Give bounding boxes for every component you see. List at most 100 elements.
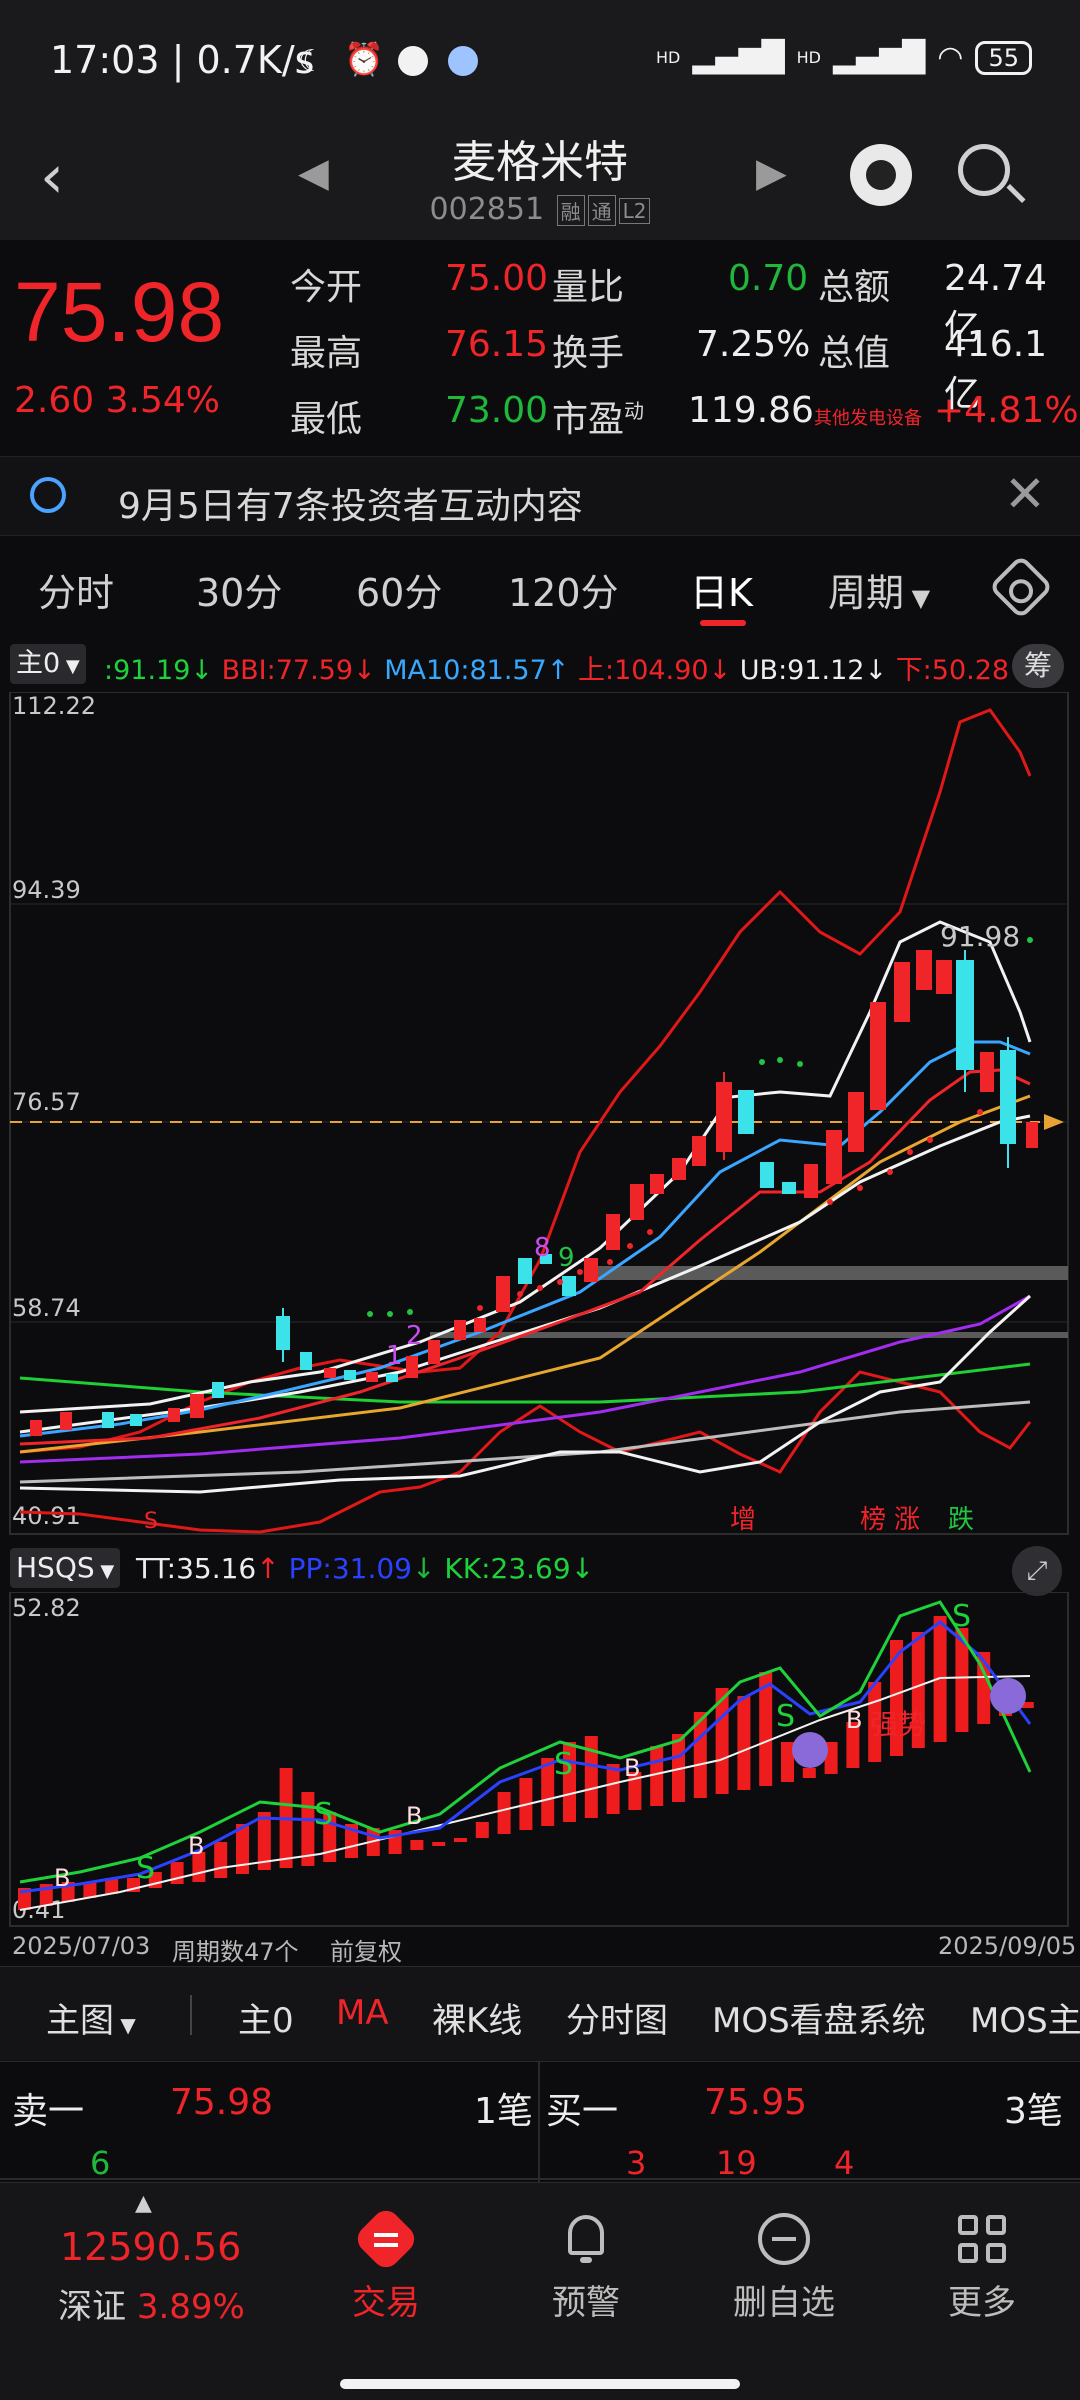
sell1-volume: 6 xyxy=(90,2144,111,2182)
notice-bar[interactable]: 9月5日有7条投资者互动内容 ✕ xyxy=(0,456,1080,536)
marker-8: 8 xyxy=(534,1233,551,1263)
tab-intraday[interactable]: 分时 xyxy=(38,571,115,615)
iv2-arrow: ↑ xyxy=(546,655,570,686)
hsqs-bar xyxy=(846,1722,860,1768)
hsqs-bar xyxy=(781,1742,794,1782)
main-indicator-selector-label: 主0 xyxy=(16,648,61,679)
index-percent: 3.89% xyxy=(136,2287,245,2327)
menu-main-chart[interactable]: 主图 ▼ xyxy=(46,1993,136,2042)
tab-60min[interactable]: 60分 xyxy=(356,571,443,615)
hsqs-bar xyxy=(977,1652,991,1724)
notice-text[interactable]: 9月5日有7条投资者互动内容 xyxy=(118,486,583,527)
value-turnover-amount: 24.74亿 xyxy=(944,258,1048,349)
hsqs-bar xyxy=(454,1838,467,1842)
remove-watchlist-button[interactable]: 删自选 xyxy=(714,2211,854,2324)
sub-indicator-selector[interactable]: HSQS ▼ xyxy=(10,1548,121,1588)
moon-icon: ☾ xyxy=(298,44,325,79)
hsqs-bar xyxy=(257,1812,271,1870)
hsqs-bar xyxy=(345,1824,358,1858)
tab-period[interactable]: 周期 ▼ xyxy=(828,562,930,617)
y-label-bottom: 40.91 xyxy=(12,1502,81,1530)
book-divider xyxy=(538,2062,540,2182)
marker-zeng: 增 xyxy=(730,1505,756,1535)
hsqs-bar xyxy=(759,1672,773,1786)
chevron-down-icon: ▼ xyxy=(904,584,931,612)
sub-indicator-values: TT:35.16↑ PP:31.09↓ KK:23.69↓ xyxy=(136,1552,594,1585)
value-turnover-rate: 7.25% xyxy=(696,324,811,365)
sector-name[interactable]: 其他发电设备 xyxy=(814,408,922,429)
y-label-3: 76.57 xyxy=(12,1088,81,1116)
search-icon[interactable] xyxy=(958,144,1010,196)
hsqs-chart[interactable]: 52.82 0.41 S S S S S B B B B B 强势 xyxy=(0,1592,1080,1928)
buy1-volume-2: 19 xyxy=(716,2144,757,2182)
menu-mos-main[interactable]: MOS主 xyxy=(970,2001,1080,2041)
signal-icon: ▂▄▆█ xyxy=(692,40,785,75)
menu-mos-system[interactable]: MOS看盘系统 xyxy=(712,2001,926,2041)
menu-ma[interactable]: MA xyxy=(336,1993,389,2033)
end-date: 2025/09/05 xyxy=(938,1932,1077,1960)
menu-divider xyxy=(190,1995,192,2035)
next-stock-icon[interactable]: ▶ xyxy=(756,150,787,196)
home-indicator[interactable] xyxy=(340,2379,740,2389)
settings-icon[interactable] xyxy=(988,554,1054,620)
chip-distribution-button[interactable]: 筹 xyxy=(1012,644,1064,688)
prev-stock-icon[interactable]: ◀ xyxy=(298,150,329,196)
index-name-line[interactable]: 深证 3.89% xyxy=(58,2279,245,2328)
more-button[interactable]: 更多 xyxy=(912,2211,1052,2324)
alert-button[interactable]: 预警 xyxy=(516,2211,656,2324)
hsqs-bar xyxy=(650,1746,664,1806)
value-volume-ratio: 0.70 xyxy=(728,258,809,299)
s-label-2: S xyxy=(314,1797,333,1832)
value-low: 73.00 xyxy=(445,390,549,431)
tab-120min[interactable]: 120分 xyxy=(508,571,619,615)
sector-change: +4.81% xyxy=(934,390,1079,431)
marker-zhang: 涨 xyxy=(894,1505,920,1535)
menu-intraday-chart[interactable]: 分时图 xyxy=(566,2001,668,2041)
expand-icon[interactable]: ⤢ xyxy=(1012,1546,1062,1596)
index-expand-icon[interactable]: ▲ xyxy=(135,2191,152,2216)
hsqs-bar xyxy=(410,1840,424,1850)
buy1-volume-1: 3 xyxy=(626,2144,647,2182)
hsqs-bar xyxy=(18,1888,31,1910)
hsqs-bar xyxy=(606,1764,620,1814)
main-indicator-selector[interactable]: 主0 ▼ xyxy=(10,644,86,684)
y-label-2: 94.39 xyxy=(12,876,81,904)
alarm-icon: ⏰ xyxy=(344,40,384,78)
hsqs-bar xyxy=(541,1758,555,1826)
hsqs-bar xyxy=(83,1882,97,1898)
iv3-arrow: ↓ xyxy=(708,655,732,686)
chevron-down-icon: ▼ xyxy=(60,656,80,677)
label-market-cap: 总值 xyxy=(818,333,891,374)
assistant-robot-icon[interactable] xyxy=(850,144,912,206)
iv2-text: MA10:81.57 xyxy=(384,655,547,686)
kline-chart[interactable]: 112.22 94.39 76.57 58.74 40.91 xyxy=(0,692,1080,1538)
status-bar: 17:03 | 0.7K/s ☾ ⏰ HD ▂▄▆█ HD ▂▄▆█ ◠ 55 xyxy=(0,0,1080,120)
green-signal-dots xyxy=(367,937,1033,1317)
menu-bare-k[interactable]: 裸K线 xyxy=(432,2001,523,2041)
indicator-value-4: UB:91.12↓ xyxy=(740,655,887,686)
pe-dynamic-mark: 动 xyxy=(624,399,645,423)
hd-label-2: HD xyxy=(796,48,821,67)
sell1-label: 卖一 xyxy=(12,2091,85,2132)
bbi-line xyxy=(19,1068,1031,1446)
indicator-value-5: 下:50.28↑ xyxy=(896,655,1032,686)
menu-main0[interactable]: 主0 xyxy=(238,2001,294,2041)
change-percent: 3.54% xyxy=(105,380,220,421)
buy1-count: 3笔 xyxy=(1004,2091,1063,2132)
main-indicator-bar: 主0 ▼ :91.19↓ BBI:77.59↓ MA10:81.57↑ 上:10… xyxy=(0,640,1080,690)
close-icon[interactable]: ✕ xyxy=(1004,465,1046,523)
tab-daily-k[interactable]: 日K xyxy=(690,571,753,615)
trade-button[interactable]: 交易 xyxy=(316,2205,456,2324)
label-low: 最低 xyxy=(290,399,363,440)
app-notification-icon-2 xyxy=(448,46,478,76)
tab-30min[interactable]: 30分 xyxy=(196,571,283,615)
price-change: 2.60 3.54% xyxy=(14,380,220,421)
app-notification-icon xyxy=(398,46,428,76)
start-date: 2025/07/03 xyxy=(12,1932,151,1960)
white-line-1 xyxy=(19,1114,1031,1434)
adjust-mode[interactable]: 前复权 xyxy=(330,1938,402,1966)
pp-arrow: ↓ xyxy=(411,1552,436,1585)
bulb-icon xyxy=(30,477,66,513)
index-value[interactable]: 12590.56 xyxy=(60,2225,242,2269)
back-icon[interactable]: ‹ xyxy=(40,142,64,212)
